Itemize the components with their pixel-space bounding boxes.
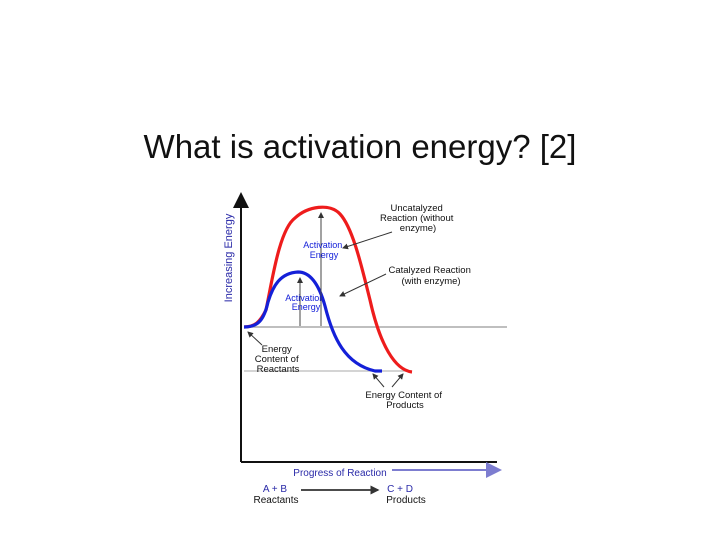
reactant-energy-label-line1: Energy bbox=[262, 344, 292, 355]
reactant-callout-line bbox=[247, 331, 263, 346]
x-axis-label: Progress of Reaction bbox=[293, 468, 386, 479]
activation-energy-catalyzed-label-line2: Energy bbox=[292, 302, 321, 312]
svg-text:Activation Energy: Activation Energy bbox=[285, 293, 327, 312]
reactant-energy-label-line2: Content of bbox=[255, 354, 299, 365]
uncatalyzed-label-line1: Uncatalyzed bbox=[391, 203, 443, 214]
products-equation: C + D bbox=[387, 484, 413, 495]
activation-energy-uncatalyzed-label-line1: Activation bbox=[303, 240, 342, 250]
catalyzed-callout-line bbox=[339, 273, 387, 297]
product-energy-label-line1: Energy Content of bbox=[365, 390, 442, 401]
svg-text:Energy Content of Products: Energy Content of Products bbox=[365, 390, 444, 411]
svg-text:Energy Content of Reac: Energy Content of Reactants bbox=[255, 344, 301, 375]
slide-title: What is activation energy? [2] bbox=[143, 128, 577, 165]
uncatalyzed-callout-line bbox=[342, 231, 393, 250]
reactant-energy-label-line3: Reactants bbox=[257, 364, 300, 375]
products-label: Products bbox=[386, 495, 425, 506]
uncatalyzed-label-line2: Reaction (without bbox=[380, 213, 454, 224]
activation-energy-uncatalyzed-label-line2: Energy bbox=[310, 250, 339, 260]
product-callout-line-a bbox=[372, 373, 385, 388]
product-energy-label-line2: Products bbox=[386, 400, 424, 411]
catalyzed-label-line2: (with enzyme) bbox=[401, 276, 460, 287]
catalyzed-curve bbox=[243, 270, 382, 373]
catalyzed-label-line1: Catalyzed Reaction bbox=[388, 265, 470, 276]
y-axis-label: Increasing Energy bbox=[223, 213, 235, 302]
product-callout-line-b bbox=[391, 373, 404, 388]
activation-energy-catalyzed-label-line1: Activation bbox=[285, 293, 324, 303]
reactants-label: Reactants bbox=[253, 495, 298, 506]
uncatalyzed-label-line3: enzyme) bbox=[400, 223, 436, 234]
reactants-equation: A + B bbox=[263, 484, 288, 495]
svg-text:Catalyzed Reaction (with e: Catalyzed Reaction (with enzyme) bbox=[388, 265, 473, 287]
svg-text:Uncatalyzed Reaction (with: Uncatalyzed Reaction (without enzyme) bbox=[380, 203, 456, 234]
svg-text:Activation Energy: Activation Energy bbox=[303, 240, 345, 260]
